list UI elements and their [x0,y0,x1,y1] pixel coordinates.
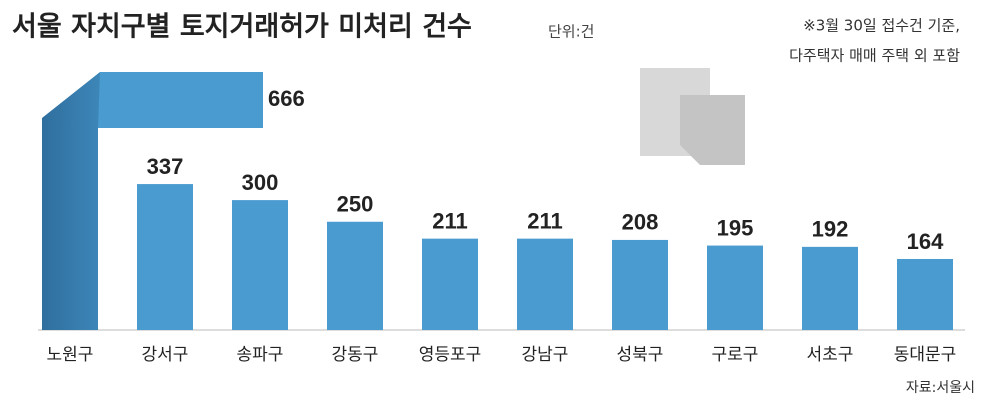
note: 다주택자 매매 주택 외 포함 [789,47,960,65]
value-label: 250 [337,192,374,217]
bar [707,245,763,330]
bar-cap [98,72,263,128]
x-tick-label: 강동구 [332,345,379,365]
bar [42,72,263,330]
value-label: 164 [907,229,944,254]
value-label: 195 [717,215,754,240]
x-tick-label: 노원구 [47,345,94,365]
x-tick-label: 송파구 [237,345,284,365]
bar [137,184,193,330]
note: ※3월 30일 접수건 기준, [803,17,960,35]
value-label: 211 [527,208,563,233]
x-tick-label: 강남구 [522,345,569,365]
bar [327,221,383,330]
value-label: 337 [147,154,184,179]
bar [422,238,478,330]
chart-title: 서울 자치구별 토지거래허가 미처리 건수 [12,12,472,43]
bar [232,200,288,330]
unit-label: 단위:건 [548,23,594,41]
bar [517,238,573,330]
x-tick-label: 동대문구 [894,345,957,365]
source: 자료:서울시 [906,380,975,396]
x-tick-label: 영등포구 [419,345,482,365]
x-tick-label: 강서구 [142,345,189,365]
value-label: 211 [432,208,468,233]
x-tick-label: 서초구 [807,345,854,365]
value-label: 192 [812,217,849,242]
bar [897,258,953,330]
value-label: 300 [242,170,279,195]
document-icon [640,68,745,165]
value-label: 666 [268,86,305,111]
x-tick-label: 구로구 [712,345,759,365]
x-tick-label: 성북구 [617,345,664,365]
value-label: 208 [622,210,659,235]
bar [612,239,668,330]
bar [802,246,858,330]
